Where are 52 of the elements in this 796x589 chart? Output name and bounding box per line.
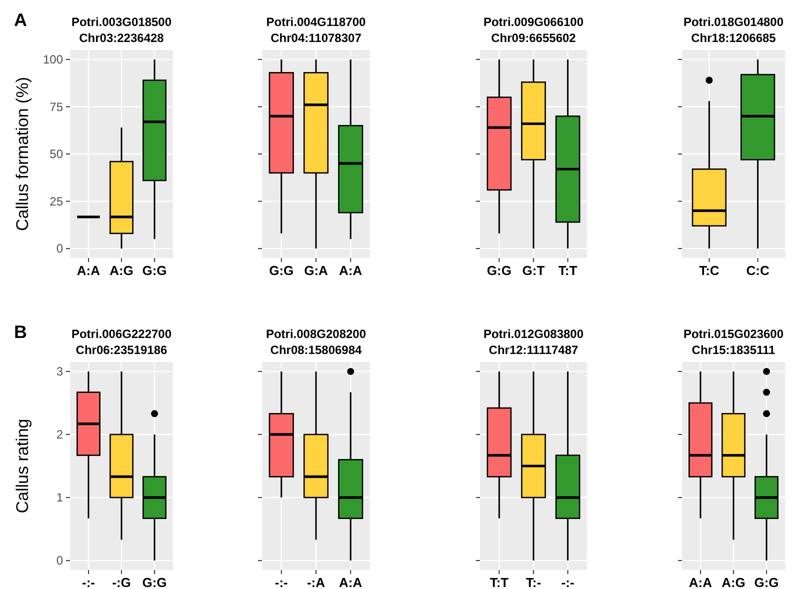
text: B <box>14 322 27 342</box>
chart-subtitle: Chr18:1206685 <box>691 31 776 45</box>
x-tick-label: A:A <box>339 263 363 278</box>
x-tick-label: A:G <box>110 263 134 278</box>
chart-subtitle: Chr12:11117487 <box>488 343 579 357</box>
chart-title: Potri.012G083800 <box>483 327 584 341</box>
x-tick-label: -:- <box>82 575 95 589</box>
x-tick-label: -:- <box>274 575 288 589</box>
x-tick-label: G:G <box>142 575 167 589</box>
chart-subtitle: Chr03:2236428 <box>79 31 164 45</box>
y-tick-label: 0 <box>56 242 64 256</box>
y-tick-label: 25 <box>50 194 64 208</box>
x-tick-label: T:T <box>490 575 509 589</box>
x-tick-label: G:G <box>754 575 779 589</box>
y-tick-label: 100 <box>42 52 64 67</box>
x-tick-label: -:G <box>112 575 131 589</box>
x-tick-label: -:- <box>561 575 574 589</box>
chart-subtitle: Chr09:6655602 <box>491 31 576 45</box>
y-tick-label: 75 <box>50 100 64 114</box>
x-tick-label: T:C <box>699 263 720 278</box>
x-tick-label: G:G <box>269 263 294 278</box>
chart-subtitle: Chr04:11078307 <box>270 31 362 45</box>
x-tick-label: A:G <box>722 575 746 589</box>
x-tick-label: T:- <box>526 575 542 589</box>
y-tick-label: 2 <box>56 428 64 442</box>
x-tick-label: G:G <box>486 263 512 278</box>
chart-title: Potri.018G014800 <box>683 15 784 29</box>
x-tick-label: -:A <box>306 575 326 589</box>
y-tick-label: 0 <box>56 554 64 568</box>
chart-title: Potri.009G066100 <box>483 15 584 29</box>
y-axis-title: Callus rating <box>13 418 32 514</box>
x-tick-label: G:G <box>142 263 167 278</box>
chart-title: Potri.006G222700 <box>71 327 172 341</box>
y-tick-label: 50 <box>50 147 64 162</box>
x-tick-label: A:A <box>688 575 713 589</box>
x-tick-label: A:A <box>76 263 101 278</box>
y-tick-label: 3 <box>56 364 64 379</box>
chart-subtitle: Chr08:15806984 <box>270 343 362 357</box>
x-tick-label: G:A <box>304 263 329 278</box>
chart-subtitle: Chr15:1835111 <box>692 343 776 357</box>
x-tick-label: A:A <box>339 575 363 589</box>
y-tick-label: 1 <box>56 490 64 505</box>
chart-subtitle: Chr06:23519186 <box>76 343 168 357</box>
x-tick-label: G:T <box>522 263 545 278</box>
chart-title: Potri.003G018500 <box>71 15 172 29</box>
y-axis-title: Callus formation (%) <box>13 77 32 231</box>
chart-title: Potri.008G208200 <box>266 327 366 341</box>
text: A <box>14 10 27 30</box>
x-tick-label: C:C <box>746 263 770 278</box>
chart-title: Potri.015G023600 <box>683 327 784 341</box>
chart-title: Potri.004G118700 <box>266 15 366 29</box>
x-tick-label: T:T <box>558 263 578 278</box>
